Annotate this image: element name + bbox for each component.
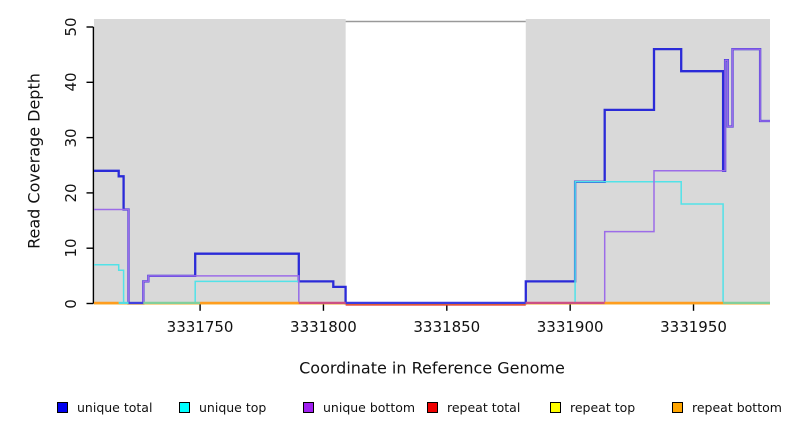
legend-label: unique bottom xyxy=(323,399,416,415)
legend-swatch-icon xyxy=(303,401,314,413)
x-tick-label-3331750: 3331750 xyxy=(166,318,234,336)
legend-swatch-icon xyxy=(427,401,438,413)
y-tick-label-10: 10 xyxy=(62,238,80,258)
y-tick-label-40: 40 xyxy=(62,72,80,92)
legend-item-repeat-top: repeat top xyxy=(550,396,635,418)
legend-swatch-icon xyxy=(672,401,683,413)
left-shaded-region xyxy=(94,19,346,303)
x-tick-label-3331850: 3331850 xyxy=(413,318,481,336)
legend-swatch-icon xyxy=(550,401,561,413)
series-unique-bottom xyxy=(94,48,770,305)
x-tick-label-3331900: 3331900 xyxy=(536,318,604,336)
legend-swatch-icon xyxy=(179,401,190,413)
y-tick-label-30: 30 xyxy=(62,128,80,148)
legend-label: repeat top xyxy=(570,399,636,415)
legend-item-unique-total: unique total xyxy=(57,396,152,418)
legend-item-unique-top: unique top xyxy=(179,396,266,418)
x-tick-label-3331950: 3331950 xyxy=(660,318,727,336)
y-tick-label-50: 50 xyxy=(62,17,80,37)
legend-label: repeat total xyxy=(447,399,521,415)
legend-item-repeat-bottom: repeat bottom xyxy=(672,396,782,418)
right-shaded-region xyxy=(525,19,770,303)
x-tick-label-3331800: 3331800 xyxy=(290,318,357,336)
y-tick-label-20: 20 xyxy=(62,183,80,203)
coverage-plot-canvas xyxy=(86,19,770,311)
legend-swatch-icon xyxy=(57,401,68,413)
legend-item-unique-bottom: unique bottom xyxy=(303,396,415,418)
legend-label: unique top xyxy=(199,399,267,415)
y-axis-title: Read Coverage Depth xyxy=(24,73,44,249)
legend-label: unique total xyxy=(77,399,153,415)
x-axis-title: Coordinate in Reference Genome xyxy=(299,358,565,378)
y-tick-label-0: 0 xyxy=(62,298,80,309)
legend-item-repeat-total: repeat total xyxy=(427,396,520,418)
legend-label: repeat bottom xyxy=(692,399,782,415)
legend: unique total unique top unique bottom repea… xyxy=(0,396,792,422)
